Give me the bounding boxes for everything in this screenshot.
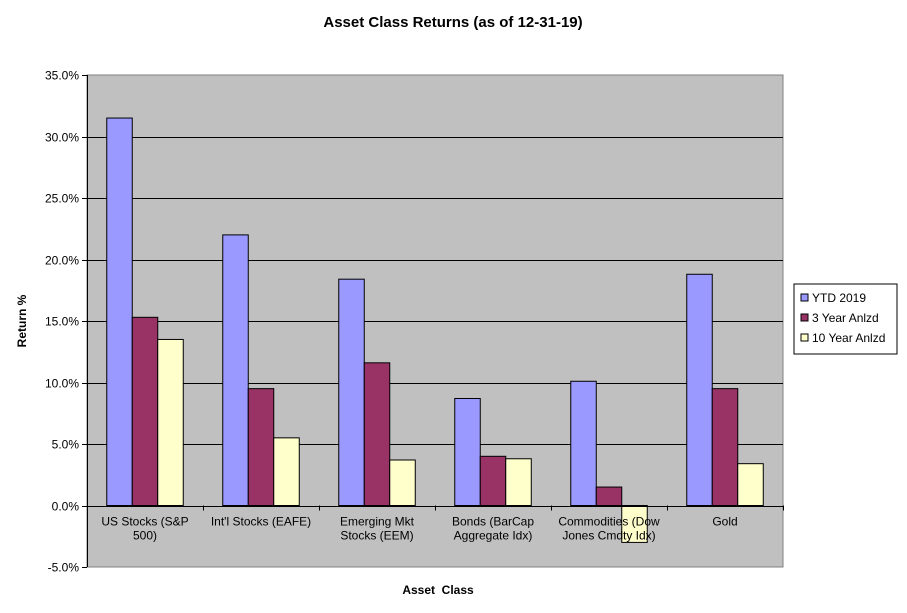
bar-10-year-anlzd — [621, 505, 648, 543]
y-tick-label: 30.0% — [45, 131, 79, 145]
legend-label: 10 Year Anlzd — [812, 331, 885, 345]
y-tick-label: 10.0% — [45, 377, 79, 391]
category-label: Int'l Stocks (EAFE) — [211, 515, 311, 529]
category-labels: US Stocks (S&P 500) Int'l Stocks (EAFE) Eme… — [101, 515, 737, 543]
bar-10-year-anlzd — [389, 459, 416, 506]
bar-3-year-anlzd — [595, 486, 623, 506]
y-tick-label: 15.0% — [45, 315, 79, 329]
y-axis-title: Return % — [15, 294, 29, 347]
bar-10-year-anlzd — [157, 338, 184, 507]
bar-10-year-anlzd — [273, 437, 300, 507]
legend-swatch — [800, 333, 809, 342]
axes — [82, 75, 784, 568]
bar-ytd-2019 — [686, 273, 713, 507]
legend-box — [793, 283, 898, 355]
chart-title: Asset Class Returns (as of 12-31-19) — [323, 14, 582, 31]
bar-ytd-2019 — [222, 234, 249, 506]
legend-swatch — [800, 293, 809, 302]
y-tick-labels: -5.0% 0.0% 5.0% 10.0% 15.0% 20.0% 25.0% 30.0% 35… — [45, 69, 79, 575]
bar-3-year-anlzd — [479, 455, 507, 506]
y-tick-label: 0.0% — [52, 500, 80, 514]
x-axis-title: Asset Class — [402, 583, 474, 597]
bar-3-year-anlzd — [711, 388, 739, 506]
bar-3-year-anlzd — [247, 388, 275, 506]
legend-label: YTD 2019 — [812, 291, 866, 305]
legend: YTD 2019 3 Year Anlzd 10 Year Anlzd — [793, 283, 898, 355]
bar-10-year-anlzd — [737, 463, 764, 506]
bar-ytd-2019 — [454, 397, 481, 506]
bar-3-year-anlzd — [363, 362, 391, 506]
bar-ytd-2019 — [338, 278, 365, 506]
bar-ytd-2019 — [570, 380, 597, 506]
bar-ytd-2019 — [106, 117, 133, 507]
y-tick-label: -5.0% — [48, 561, 80, 575]
bar-3-year-anlzd — [131, 316, 159, 506]
y-tick-label: 5.0% — [52, 438, 80, 452]
y-tick-label: 25.0% — [45, 192, 79, 206]
legend-label: 3 Year Anlzd — [812, 311, 879, 325]
category-label: Emerging Mkt Stocks (EEM) — [340, 515, 415, 543]
category-label: US Stocks (S&P 500) — [101, 515, 188, 543]
legend-swatch — [800, 313, 809, 322]
category-label: Gold — [712, 515, 737, 529]
bars — [106, 117, 764, 543]
category-label: Bonds (BarCap Aggregate Idx) — [452, 515, 534, 543]
y-tick-label: 20.0% — [45, 254, 79, 268]
bar-10-year-anlzd — [505, 458, 532, 507]
category-label: Commodities (Dow Jones Cmdty Idx) — [558, 515, 660, 543]
y-tick-label: 35.0% — [45, 69, 79, 83]
